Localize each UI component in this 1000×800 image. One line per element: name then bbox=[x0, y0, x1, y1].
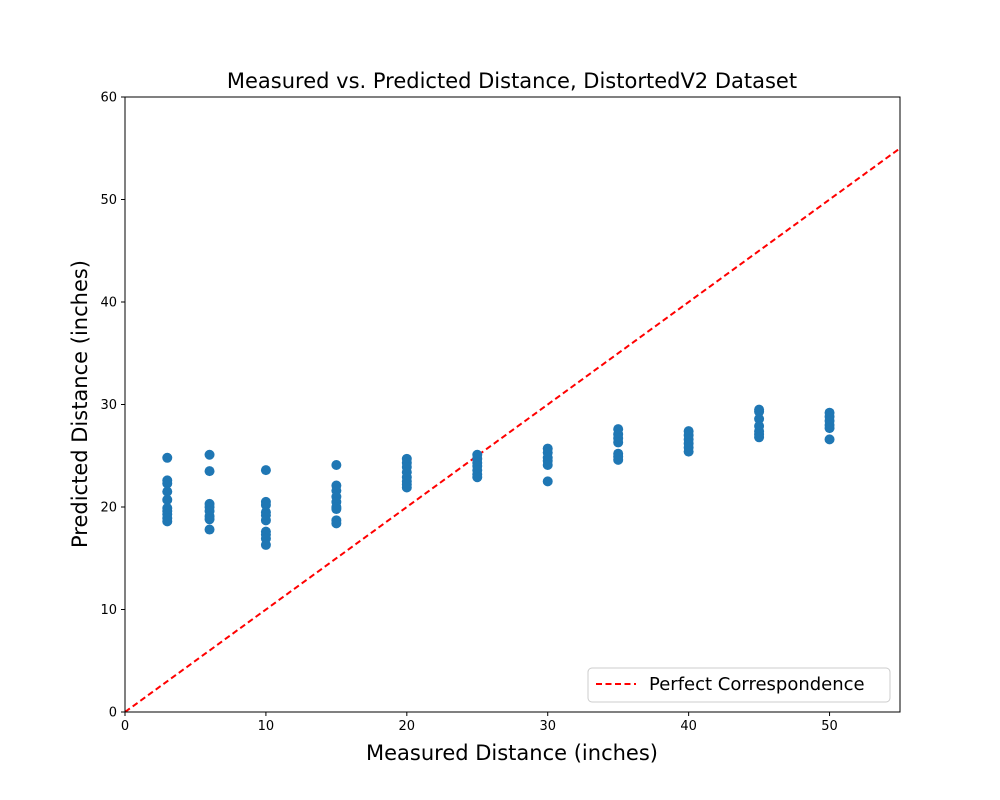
chart-title: Measured vs. Predicted Distance, Distort… bbox=[227, 69, 797, 93]
data-point bbox=[613, 454, 624, 465]
y-axis-label: Predicted Distance (inches) bbox=[68, 260, 92, 548]
data-point bbox=[542, 459, 553, 470]
data-point bbox=[824, 434, 835, 445]
data-point bbox=[162, 516, 173, 527]
y-tick-label: 10 bbox=[100, 603, 117, 618]
data-point bbox=[162, 478, 173, 489]
y-axis-ticks: 0 10 20 30 40 50 60 bbox=[100, 91, 125, 721]
data-point bbox=[204, 524, 215, 535]
data-point bbox=[754, 406, 765, 417]
x-tick-label: 40 bbox=[680, 719, 697, 734]
data-points bbox=[162, 404, 835, 550]
data-point bbox=[613, 437, 624, 448]
x-tick-label: 10 bbox=[258, 719, 275, 734]
data-point bbox=[260, 539, 271, 550]
legend-label: Perfect Correspondence bbox=[649, 674, 865, 695]
data-point bbox=[331, 459, 342, 470]
x-axis-label: Measured Distance (inches) bbox=[366, 741, 658, 765]
data-point bbox=[162, 494, 173, 505]
y-tick-label: 0 bbox=[109, 706, 117, 721]
y-tick-label: 60 bbox=[100, 91, 117, 106]
data-point bbox=[260, 465, 271, 476]
y-tick-label: 30 bbox=[100, 398, 117, 413]
data-point bbox=[260, 499, 271, 510]
legend-box bbox=[587, 667, 891, 703]
data-point bbox=[204, 514, 215, 525]
perfect-correspondence-line bbox=[125, 147, 900, 712]
y-tick-label: 40 bbox=[100, 296, 117, 311]
plot-frame bbox=[124, 96, 901, 713]
data-point bbox=[331, 518, 342, 529]
data-point bbox=[683, 446, 694, 457]
y-tick-label: 20 bbox=[100, 501, 117, 516]
data-point bbox=[542, 476, 553, 487]
data-point bbox=[331, 504, 342, 515]
legend: Perfect Correspondence bbox=[587, 667, 891, 703]
data-point bbox=[754, 413, 765, 424]
data-point bbox=[754, 432, 765, 443]
x-tick-label: 0 bbox=[121, 719, 129, 734]
data-point bbox=[162, 486, 173, 497]
data-point bbox=[824, 423, 835, 434]
data-point bbox=[260, 515, 271, 526]
x-tick-label: 20 bbox=[399, 719, 416, 734]
data-point bbox=[204, 466, 215, 477]
data-point bbox=[162, 452, 173, 463]
y-tick-label: 50 bbox=[100, 193, 117, 208]
data-point bbox=[204, 449, 215, 460]
x-tick-label: 50 bbox=[821, 719, 838, 734]
x-tick-label: 30 bbox=[539, 719, 556, 734]
x-axis-ticks: 0 10 20 30 40 50 bbox=[121, 712, 838, 734]
data-point bbox=[472, 472, 483, 483]
data-point bbox=[401, 482, 412, 493]
